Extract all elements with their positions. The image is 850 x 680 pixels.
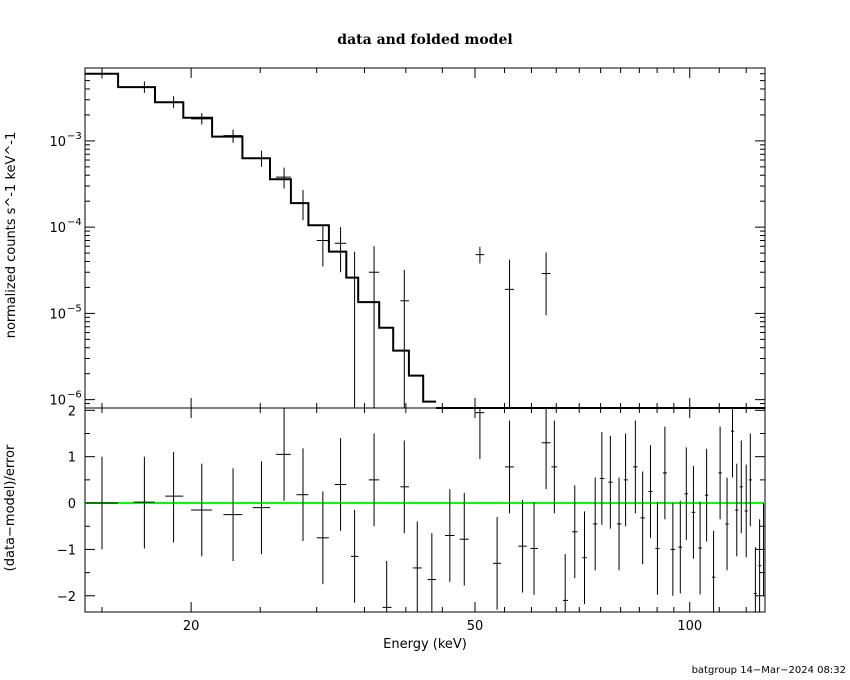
y-tick-label: 2 <box>68 404 76 419</box>
data-point <box>368 246 380 408</box>
residual-point <box>316 491 329 585</box>
residual-point <box>748 433 752 527</box>
residual-point <box>252 461 270 555</box>
residual-point <box>551 420 558 514</box>
x-tick-label: 100 <box>677 619 702 634</box>
residual-point <box>678 500 683 594</box>
data-point <box>252 150 270 167</box>
residual-point <box>133 456 156 549</box>
bottom-y-axis-label: (data−model)/error <box>3 444 18 571</box>
residual-point <box>541 408 551 490</box>
data-point <box>223 129 243 143</box>
data-point <box>541 252 551 316</box>
residual-point <box>730 408 735 478</box>
residual-point <box>275 408 291 501</box>
residual-point <box>655 502 660 595</box>
residual-point <box>518 499 527 593</box>
residual-point <box>698 501 702 595</box>
top-panel: 10−610−510−410−3 <box>49 67 766 409</box>
residual-point <box>530 502 539 595</box>
residual-point <box>412 521 422 612</box>
residual-point <box>493 516 502 610</box>
residual-point <box>223 468 243 561</box>
residual-point <box>753 547 757 612</box>
residual-point <box>191 463 213 557</box>
residual-point <box>704 448 709 542</box>
residual-point <box>711 530 716 612</box>
y-tick-label: −2 <box>57 590 76 605</box>
residual-point <box>662 426 667 520</box>
residual-point <box>735 463 739 557</box>
data-point <box>133 81 156 93</box>
y-tick-exponent: −3 <box>67 131 82 142</box>
bottom-plot-frame <box>84 407 766 613</box>
y-tick-exponent: −5 <box>67 303 82 314</box>
chart-title: data and folded model <box>337 32 512 48</box>
residual-point <box>758 519 762 612</box>
residual-point <box>617 477 622 571</box>
data-point <box>296 189 309 221</box>
data-point <box>505 259 514 408</box>
residual-point <box>382 561 392 612</box>
y-tick-label: −1 <box>57 543 76 558</box>
bottom-panel: 20 50 100 −2 −1 0 1 2 <box>57 404 766 634</box>
residual-point <box>684 447 689 541</box>
top-y-axis-label: normalized counts s^-1 keV^-1 <box>4 132 19 339</box>
residual-point <box>623 433 628 527</box>
residual-point <box>608 435 613 529</box>
residual-point <box>400 440 409 534</box>
data-point <box>85 69 119 79</box>
residual-point <box>459 492 469 586</box>
residual-point <box>725 477 729 571</box>
data-point <box>475 246 485 264</box>
data-point <box>275 167 291 189</box>
residual-point <box>562 554 568 612</box>
x-tick-label: 20 <box>183 619 200 634</box>
data-point <box>191 113 213 125</box>
data-point <box>400 269 409 408</box>
residual-point <box>744 464 748 558</box>
residual-point <box>593 477 598 571</box>
x-axis-label: Energy (keV) <box>383 637 467 652</box>
model-step-line <box>85 72 437 403</box>
residual-point <box>582 511 587 605</box>
y-tick-exponent: −6 <box>67 390 82 401</box>
y-tick-label: 10 <box>49 221 66 236</box>
residual-point <box>505 420 514 514</box>
residual-point <box>599 432 605 525</box>
footer-timestamp: batgroup 14−Mar−2024 08:32 <box>692 665 846 676</box>
residual-point <box>572 485 578 579</box>
residual-point <box>475 408 485 459</box>
y-tick-label: 10 <box>49 394 66 409</box>
y-tick-label: 10 <box>49 135 66 150</box>
residual-point <box>633 420 638 514</box>
data-point <box>350 251 359 408</box>
y-tick-label: 10 <box>49 307 66 322</box>
residual-point <box>350 510 359 603</box>
data-point <box>334 227 347 273</box>
y-tick-label: 0 <box>68 497 76 512</box>
residual-point <box>334 438 347 531</box>
residual-point <box>427 533 437 612</box>
residual-point <box>165 452 184 543</box>
residual-point <box>296 448 309 542</box>
residual-point <box>739 440 743 534</box>
data-point <box>165 96 184 109</box>
residual-point <box>718 426 722 520</box>
y-tick-label: 1 <box>68 451 76 466</box>
x-tick-label: 50 <box>467 619 484 634</box>
top-plot-frame <box>84 67 766 409</box>
residual-point <box>445 489 455 582</box>
residual-point <box>691 465 696 559</box>
residual-point <box>640 471 645 565</box>
residual-point <box>670 503 676 596</box>
data-point <box>316 225 329 267</box>
y-tick-exponent: −4 <box>67 217 82 228</box>
residual-point <box>648 445 653 538</box>
residual-point <box>762 503 765 596</box>
residual-point <box>368 433 380 527</box>
residual-point <box>85 456 119 550</box>
